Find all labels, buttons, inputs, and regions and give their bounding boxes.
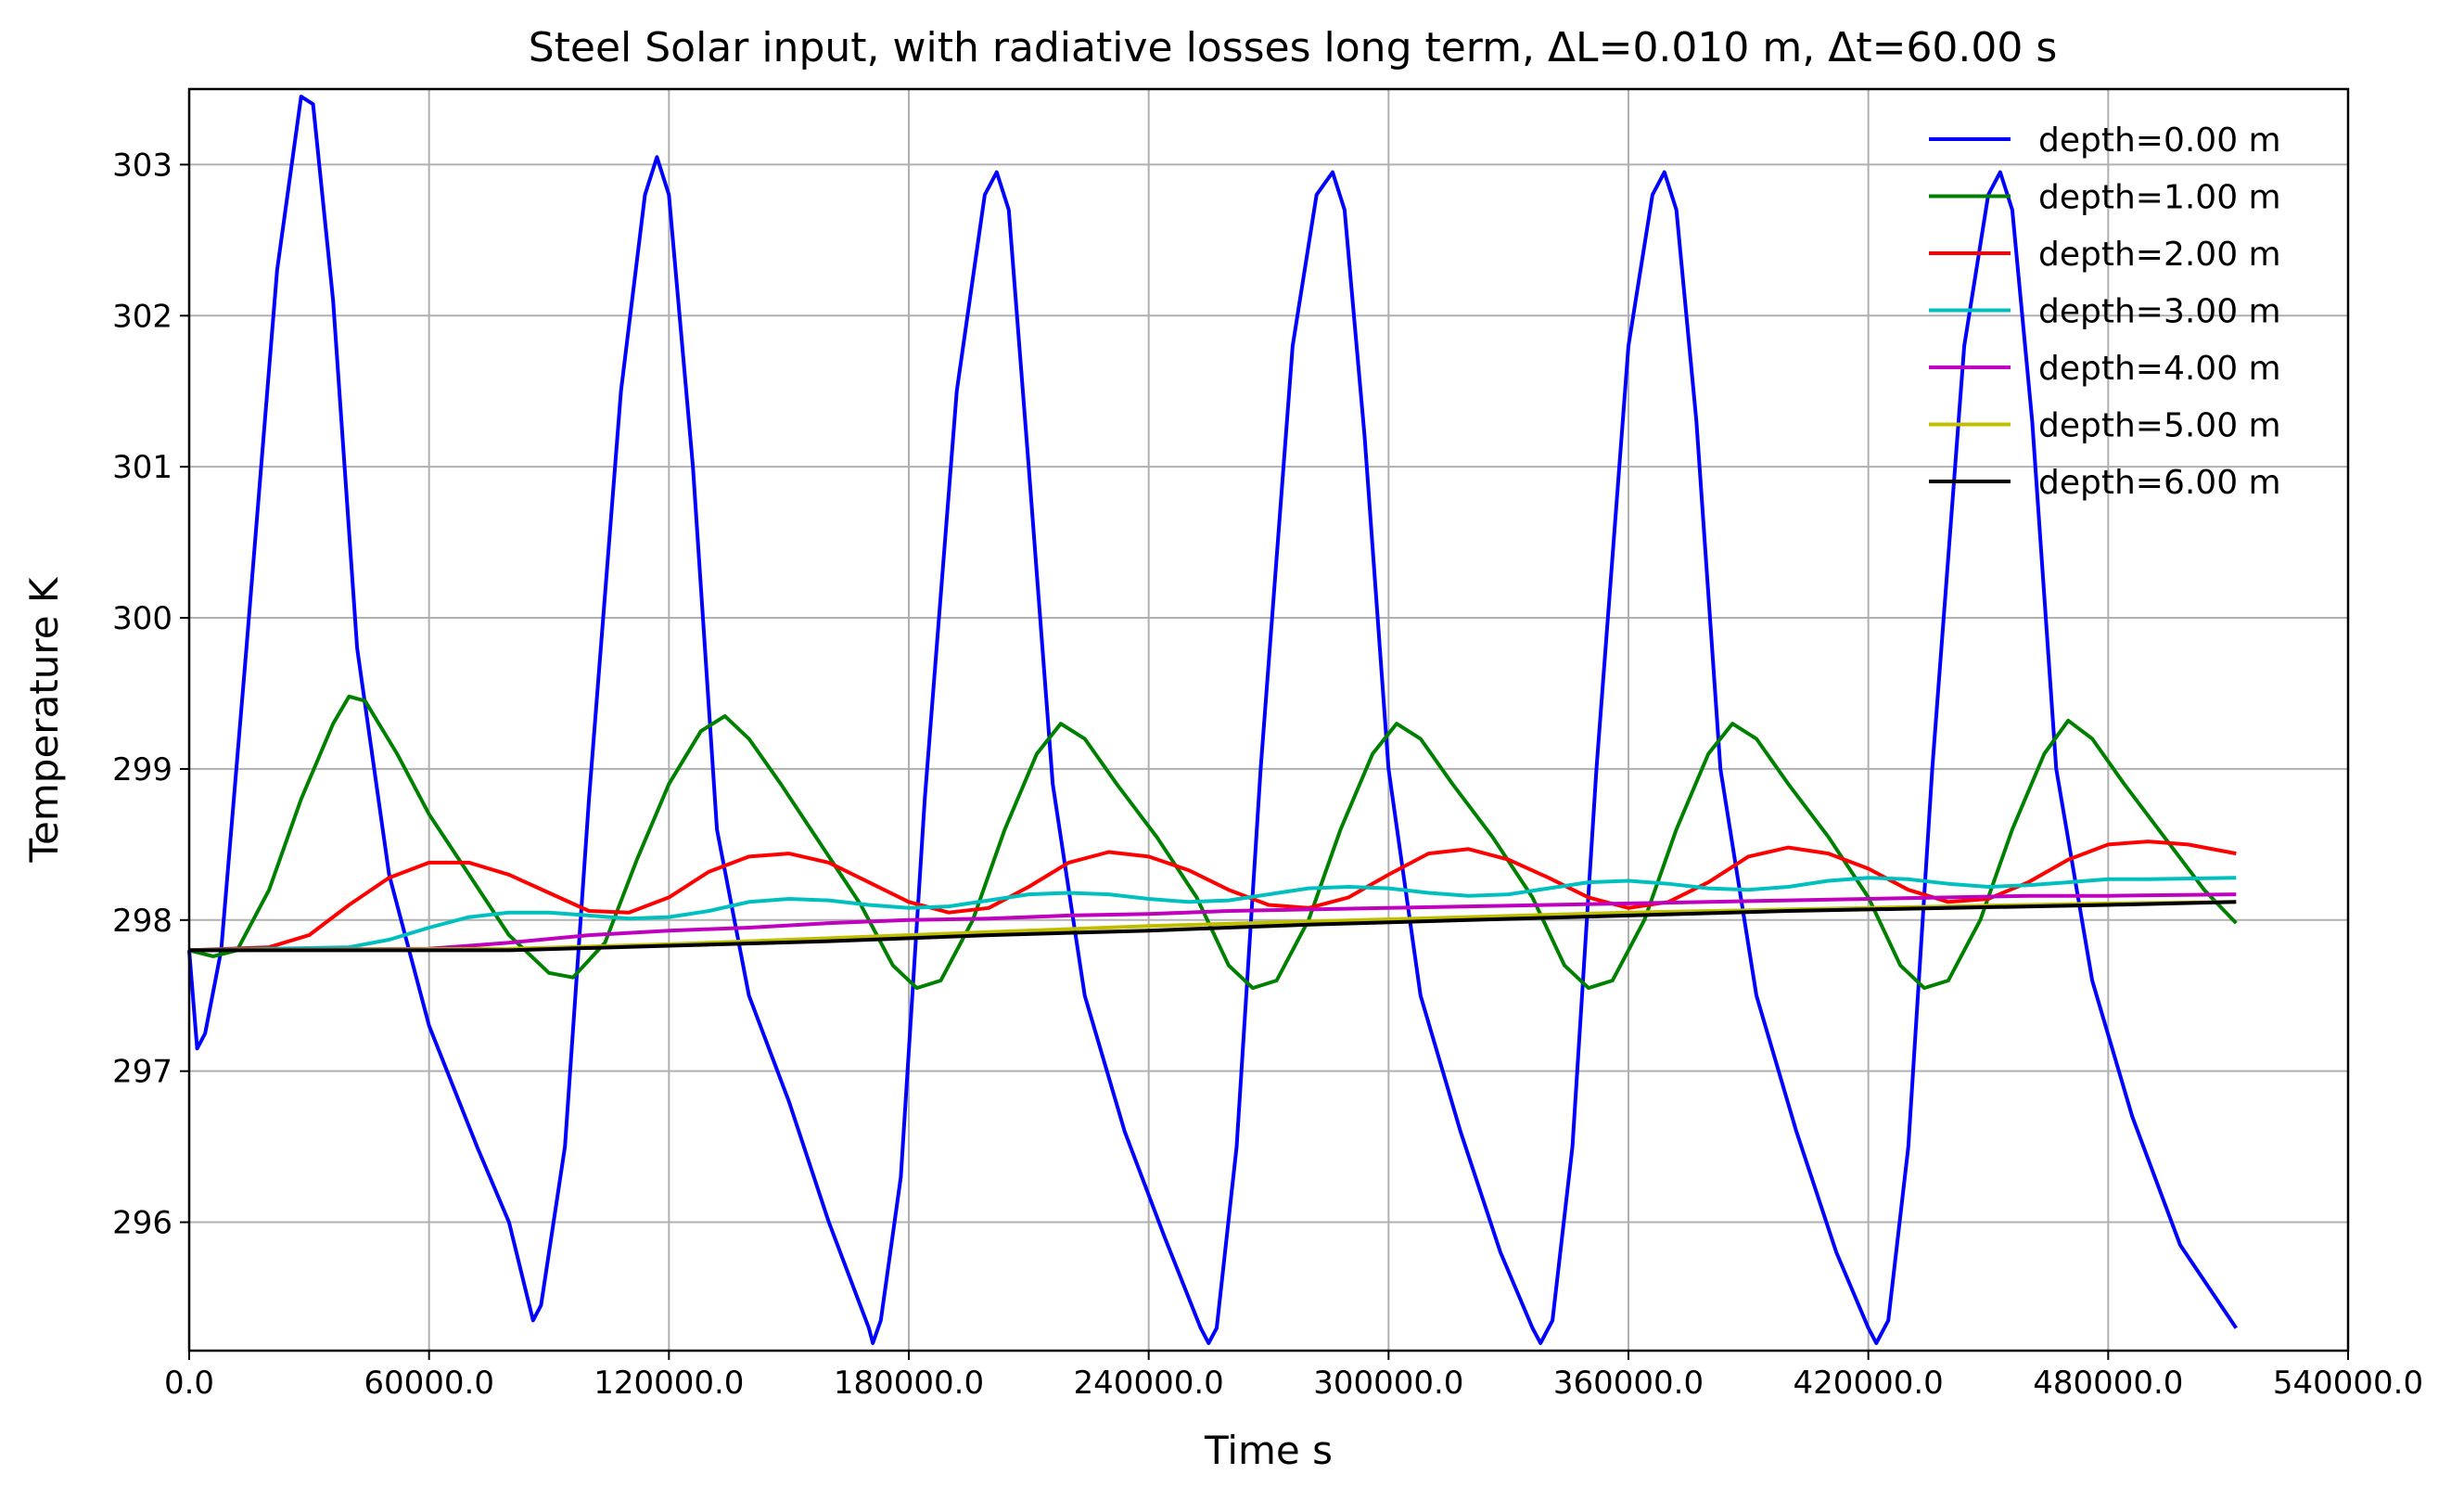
y-tick-label: 301 [112,449,172,486]
x-tick-label: 480000.0 [2033,1365,2183,1402]
legend-label-depth-3-00-m: depth=3.00 m [2038,293,2281,331]
legend-label-depth-0-00-m: depth=0.00 m [2038,122,2281,160]
legend: depth=0.00 m depth=1.00 m depth=2.00 m dept… [1929,122,2281,502]
y-tick-label: 297 [112,1054,172,1091]
data-series [187,95,2238,1345]
x-tick-label: 60000.0 [364,1365,494,1402]
x-tick-label: 0.0 [164,1365,214,1402]
x-tick-label: 180000.0 [834,1365,984,1402]
x-tick-label: 540000.0 [2273,1365,2423,1402]
legend-label-depth-6-00-m: depth=6.00 m [2038,464,2281,502]
axis-ticks: 0.0 60000.0 120000.0 180000.0 240000.0 300000… [112,147,2423,1402]
y-tick-label: 303 [112,147,172,184]
y-tick-label: 296 [112,1205,172,1242]
series-line-depth-3-00-m [188,876,2237,953]
legend-label-depth-1-00-m: depth=1.00 m [2038,179,2281,217]
series-line-depth-4-00-m [188,892,2237,953]
series-line-depth-2-00-m [188,840,2237,953]
y-tick-label: 300 [112,600,172,637]
legend-label-depth-5-00-m: depth=5.00 m [2038,407,2281,445]
y-axis-label: Temperature K [21,576,67,863]
grid-lines [188,89,2349,1351]
legend-label-depth-4-00-m: depth=4.00 m [2038,350,2281,388]
x-tick-label: 120000.0 [594,1365,744,1402]
plot-frame [187,87,2350,1353]
chart-title: Steel Solar input, with radiative losses… [529,24,2058,71]
x-tick-label: 420000.0 [1794,1365,1944,1402]
series-line-depth-0-00-m [187,95,2238,1345]
y-tick-label: 299 [112,751,172,788]
x-tick-label: 360000.0 [1553,1365,1704,1402]
x-axis-label: Time s [1204,1428,1333,1473]
y-tick-label: 298 [112,903,172,940]
y-tick-label: 302 [112,298,172,335]
x-tick-label: 300000.0 [1313,1365,1463,1402]
x-tick-label: 240000.0 [1074,1365,1224,1402]
legend-label-depth-2-00-m: depth=2.00 m [2038,236,2281,274]
series-line-depth-6-00-m [189,900,2237,953]
